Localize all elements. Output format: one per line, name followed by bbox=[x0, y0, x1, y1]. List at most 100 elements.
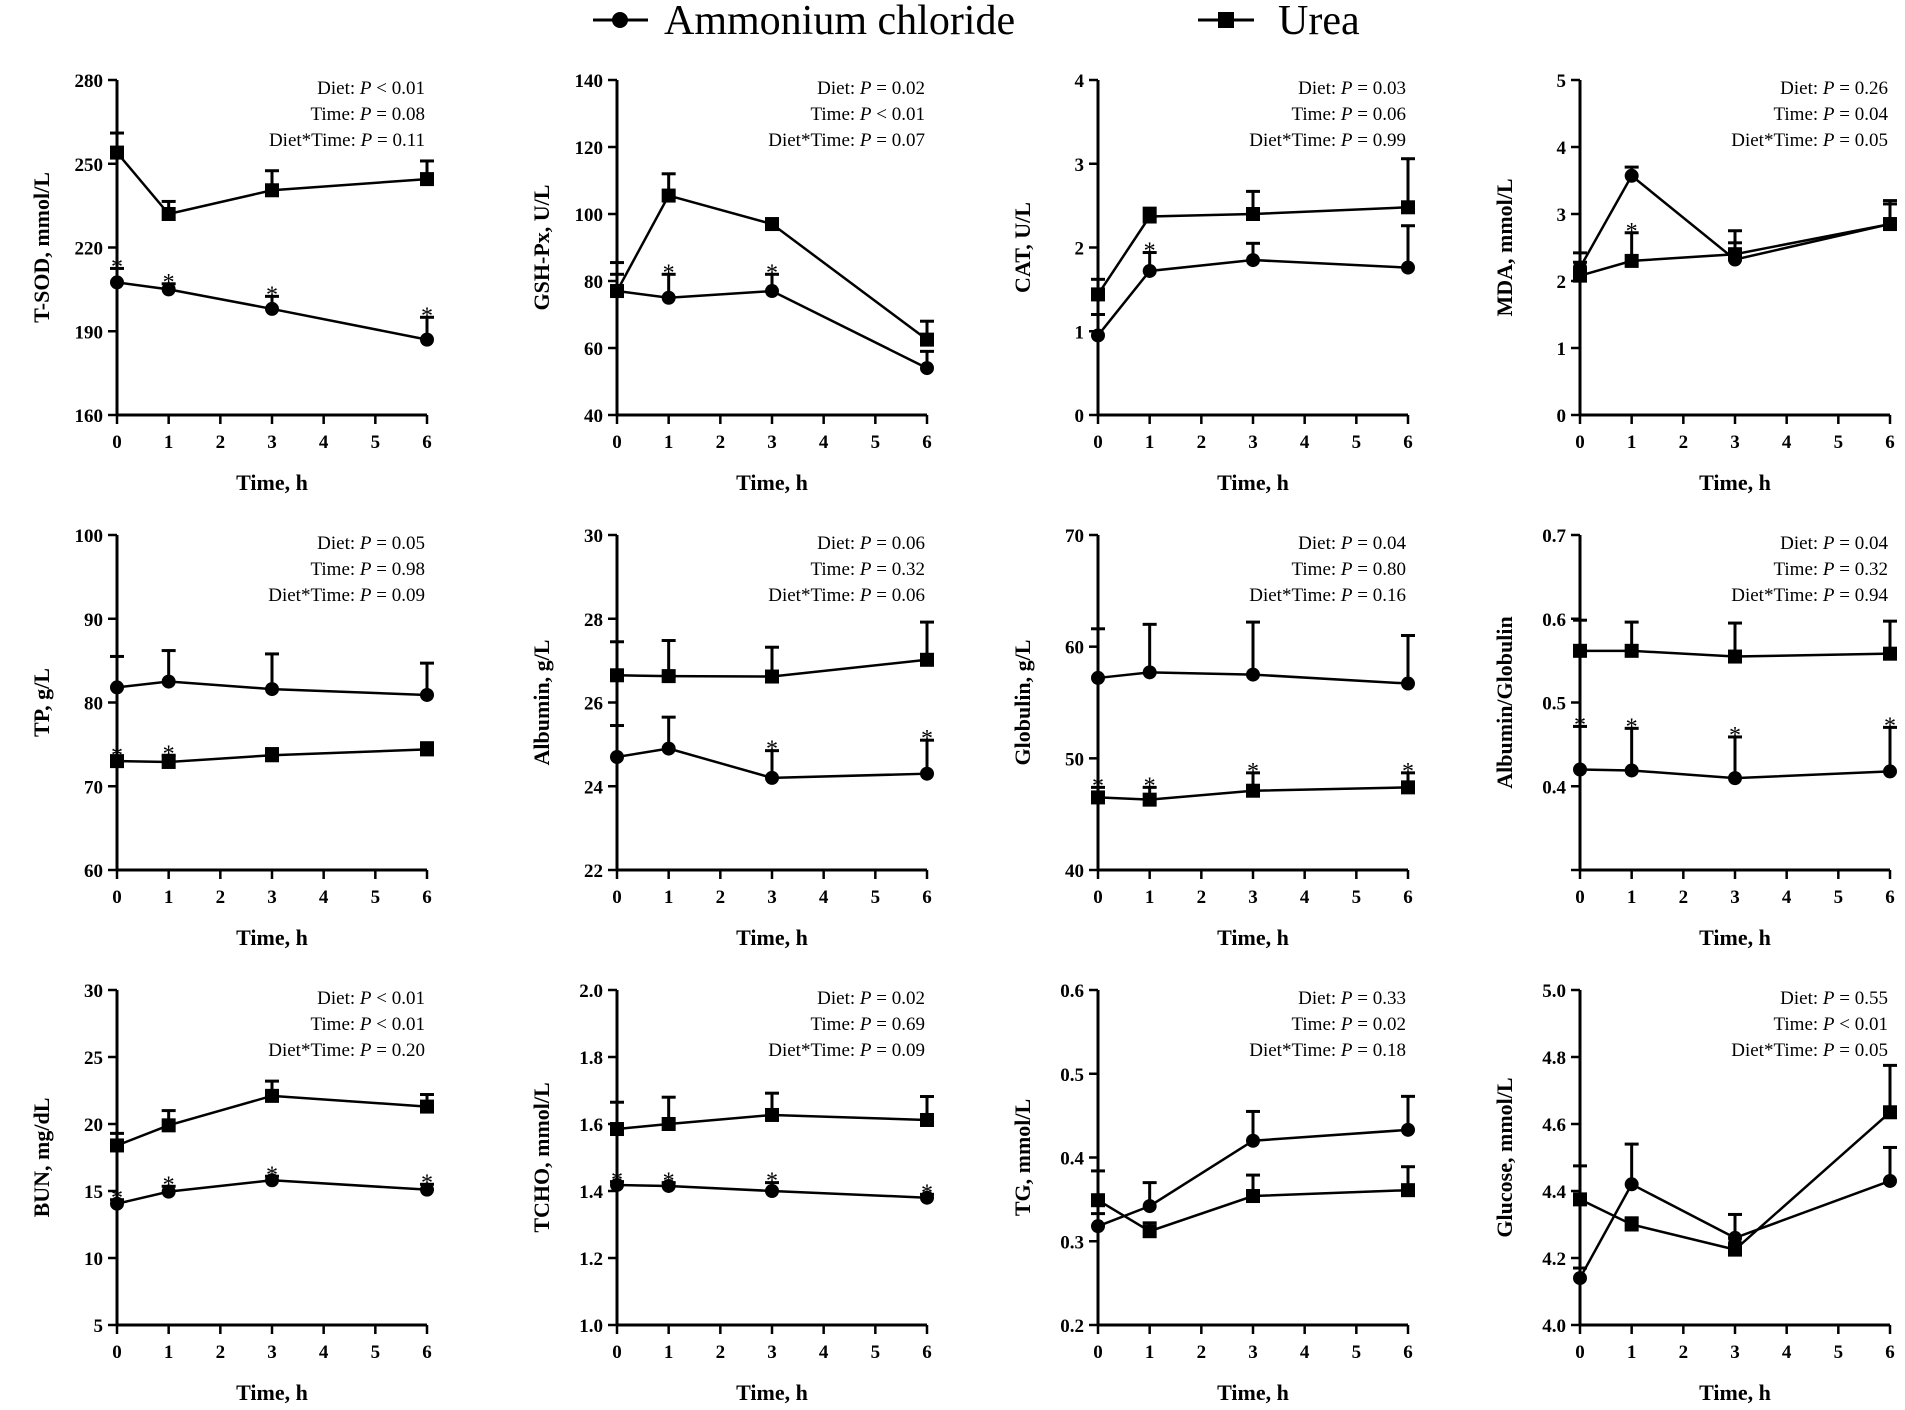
significance-star: * bbox=[266, 1162, 278, 1188]
significance-star: * bbox=[421, 303, 433, 329]
stat-prefix: Diet*Time: bbox=[268, 585, 360, 606]
stat-value: < 0.01 bbox=[372, 1014, 425, 1035]
series-ammonium-chloride bbox=[1573, 724, 1897, 786]
y-tick-label: 250 bbox=[75, 155, 104, 176]
stat-p: P bbox=[859, 78, 872, 99]
stat-p: P bbox=[359, 585, 372, 606]
y-tick-label: 1 bbox=[1557, 339, 1567, 360]
data-point-circle bbox=[1401, 260, 1415, 275]
significance-star: * bbox=[766, 260, 778, 286]
x-tick-label: 6 bbox=[922, 432, 932, 453]
significance-star: * bbox=[111, 1186, 123, 1212]
y-tick-label: 0.6 bbox=[1060, 981, 1084, 1002]
y-tick-label: 4.4 bbox=[1542, 1182, 1566, 1203]
stat-p: P bbox=[859, 1040, 872, 1061]
legend: Ammonium chloride Urea bbox=[593, 0, 1360, 44]
stat-diet: Diet: P = 0.55 bbox=[1780, 988, 1888, 1009]
y-tick-label: 25 bbox=[84, 1048, 103, 1069]
series-line bbox=[116, 748, 428, 764]
stat-value: = 0.26 bbox=[1835, 78, 1888, 99]
stat-value: = 0.98 bbox=[372, 559, 425, 580]
y-tick-label: 22 bbox=[584, 861, 603, 882]
stat-diet-time: Diet*Time: P = 0.16 bbox=[1249, 585, 1406, 606]
stat-prefix: Time: bbox=[1773, 559, 1822, 580]
x-tick-label: 0 bbox=[112, 887, 122, 908]
x-tick-label: 2 bbox=[1197, 1342, 1207, 1363]
data-point-square bbox=[1091, 287, 1105, 302]
x-tick-label: 5 bbox=[1834, 432, 1844, 453]
stat-p: P bbox=[1822, 130, 1835, 151]
significance-star: * bbox=[766, 1169, 778, 1195]
significance-star: * bbox=[611, 1168, 623, 1194]
x-tick-label: 0 bbox=[112, 432, 122, 453]
stat-prefix: Time: bbox=[310, 1014, 359, 1035]
stat-value: = 0.02 bbox=[872, 988, 925, 1009]
x-tick-label: 3 bbox=[267, 1342, 277, 1363]
y-tick-label: 160 bbox=[75, 406, 104, 427]
data-point-circle bbox=[610, 1177, 624, 1192]
stat-p: P bbox=[359, 78, 372, 99]
data-point-circle bbox=[1624, 763, 1639, 778]
chart-panel-cat-u-l: 0 1 2 3 4 0 1 2 3 4 5 6 Time, h CAT, U/L Diet: P = 0.0… bbox=[1010, 71, 1415, 495]
stat-value: = 0.18 bbox=[1353, 1040, 1406, 1061]
y-tick-label: 3 bbox=[1557, 205, 1567, 226]
stat-diet: Diet: P = 0.26 bbox=[1780, 78, 1888, 99]
data-point-circle bbox=[161, 282, 176, 297]
y-tick-label: 40 bbox=[1065, 861, 1084, 882]
stat-p: P bbox=[1822, 1014, 1835, 1035]
series-line bbox=[116, 151, 428, 216]
stat-time: Time: P = 0.98 bbox=[310, 559, 425, 580]
x-tick-label: 0 bbox=[1093, 887, 1103, 908]
x-tick-label: 6 bbox=[422, 432, 432, 453]
data-point-square bbox=[765, 669, 779, 684]
x-tick-label: 4 bbox=[1782, 1342, 1792, 1363]
y-tick-label: 15 bbox=[84, 1182, 103, 1203]
x-tick-label: 0 bbox=[1093, 1342, 1103, 1363]
stat-value: = 0.04 bbox=[1835, 533, 1889, 554]
y-tick-label: 70 bbox=[84, 777, 103, 798]
stat-value: = 0.05 bbox=[372, 533, 425, 554]
stat-value: = 0.04 bbox=[1835, 104, 1889, 125]
data-point-square bbox=[610, 668, 624, 683]
stat-p: P bbox=[1822, 1040, 1835, 1061]
data-point-square bbox=[161, 1118, 176, 1133]
series-urea bbox=[1573, 1063, 1897, 1257]
chart-panel-tg-mmol-l: 0.2 0.3 0.4 0.5 0.6 0 1 2 3 4 5 6 Time, h TG, mmol/L D… bbox=[1010, 981, 1415, 1405]
stat-prefix: Diet: bbox=[317, 988, 360, 1009]
series-line bbox=[616, 289, 928, 370]
stat-prefix: Time: bbox=[310, 559, 359, 580]
x-tick-label: 4 bbox=[319, 432, 329, 453]
x-tick-label: 4 bbox=[1782, 887, 1792, 908]
data-point-circle bbox=[1573, 1271, 1587, 1286]
data-point-square bbox=[920, 1112, 934, 1127]
stat-value: < 0.01 bbox=[1835, 1014, 1888, 1035]
stat-value: = 0.08 bbox=[372, 104, 425, 125]
stat-value: = 0.09 bbox=[872, 1040, 925, 1061]
data-point-circle bbox=[765, 1184, 779, 1198]
stat-prefix: Time: bbox=[810, 104, 859, 125]
stat-diet: Diet: P = 0.02 bbox=[817, 988, 925, 1009]
series-urea bbox=[1573, 618, 1897, 664]
stat-value: < 0.01 bbox=[372, 78, 425, 99]
data-point-square bbox=[920, 652, 934, 667]
x-tick-label: 0 bbox=[612, 887, 622, 908]
stat-diet-time: Diet*Time: P = 0.94 bbox=[1731, 585, 1888, 606]
x-tick-label: 3 bbox=[767, 432, 777, 453]
y-axis-label: TG, mmol/L bbox=[1010, 1099, 1035, 1216]
x-tick-label: 1 bbox=[164, 887, 174, 908]
x-axis-label: Time, h bbox=[236, 1380, 308, 1405]
series-urea bbox=[110, 131, 434, 221]
data-point-square bbox=[1401, 1183, 1415, 1198]
x-tick-label: 5 bbox=[871, 432, 881, 453]
data-point-circle bbox=[1246, 253, 1260, 268]
y-tick-label: 2 bbox=[1075, 239, 1085, 260]
stat-prefix: Diet: bbox=[1298, 78, 1341, 99]
y-tick-label: 140 bbox=[575, 71, 604, 92]
data-point-square bbox=[420, 172, 434, 187]
stat-value: = 0.32 bbox=[1835, 559, 1888, 580]
data-point-square bbox=[1883, 1105, 1897, 1120]
x-tick-label: 1 bbox=[1145, 887, 1155, 908]
stat-p: P bbox=[859, 130, 872, 151]
stat-p: P bbox=[1340, 78, 1353, 99]
stat-p: P bbox=[359, 559, 372, 580]
